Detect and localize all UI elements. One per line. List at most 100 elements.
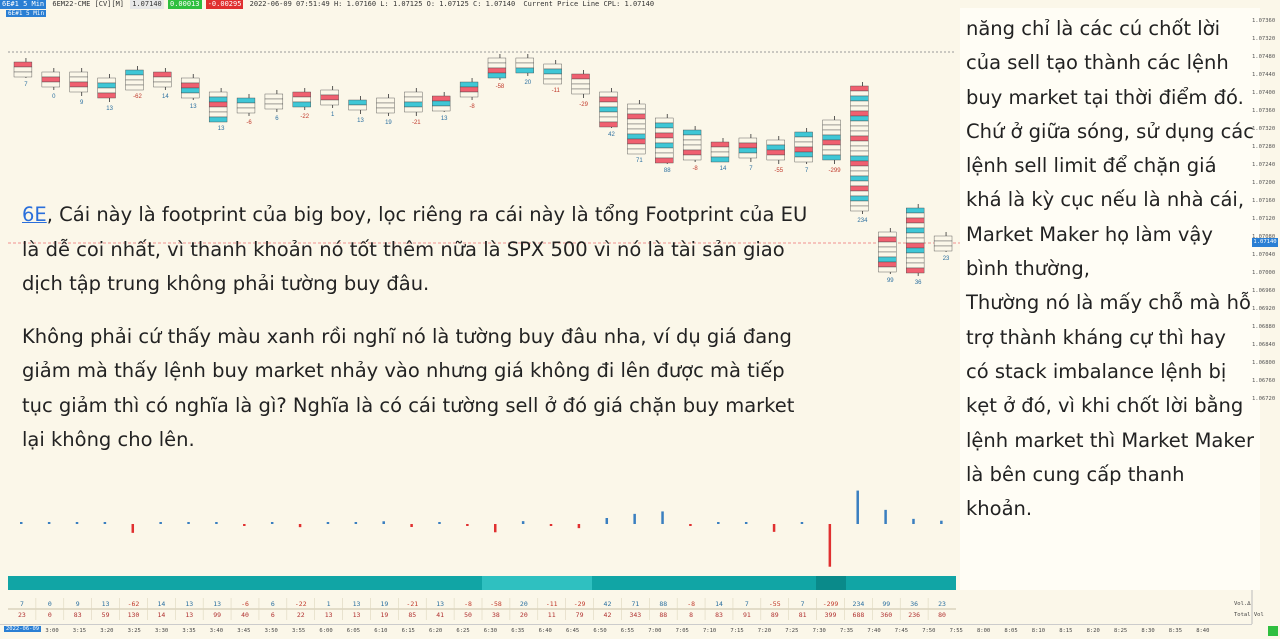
footprint-candle[interactable]: 7 bbox=[13, 58, 33, 88]
delta-cell: -55 bbox=[769, 600, 781, 608]
footprint-candle[interactable]: 1 bbox=[320, 86, 339, 118]
footprint-candle[interactable]: 99 bbox=[878, 228, 897, 284]
time-axis-tick: 3:50 bbox=[264, 628, 278, 634]
price-axis-tick: 1.06720 bbox=[1252, 396, 1276, 402]
footprint-candle[interactable]: 234 bbox=[850, 82, 869, 224]
candle-delta-label: 1 bbox=[331, 112, 335, 118]
total-vol-cell: 41 bbox=[436, 611, 444, 619]
symbol-tag[interactable]: 6E#1 5 Min bbox=[0, 0, 47, 9]
price-axis-tick: 1.06800 bbox=[1252, 360, 1276, 366]
footprint-candle[interactable]: 13 bbox=[432, 92, 451, 122]
footprint-candle[interactable]: 0 bbox=[41, 68, 60, 100]
candle-delta-label: -55 bbox=[774, 168, 783, 174]
chart-info-bar: 6E#1 5 Min 6EM22-CME [CV][M] 1.07140 0.0… bbox=[0, 0, 960, 18]
time-axis-tick: 6:00 bbox=[319, 628, 333, 634]
candle-delta-label: 7 bbox=[24, 82, 28, 88]
delta-bar bbox=[354, 522, 358, 524]
delta-cell: 13 bbox=[102, 600, 110, 608]
delta-heat-segment bbox=[482, 576, 592, 590]
total-vol-cell: 688 bbox=[853, 611, 865, 619]
footprint-candle[interactable]: 7 bbox=[794, 128, 813, 174]
price-axis-tick: 1.06920 bbox=[1252, 306, 1276, 312]
total-vol-cell: 8 bbox=[689, 611, 693, 619]
footprint-candle[interactable]: 14 bbox=[710, 138, 730, 172]
price-axis-tick: 1.07000 bbox=[1252, 270, 1276, 276]
footprint-candle[interactable]: 19 bbox=[376, 94, 395, 126]
candle-delta-label: 13 bbox=[190, 104, 197, 110]
delta-bar bbox=[772, 524, 776, 532]
footprint-candle[interactable]: 6 bbox=[264, 90, 284, 122]
footprint-candle[interactable]: 88 bbox=[655, 114, 674, 174]
footprint-candle[interactable]: 71 bbox=[627, 100, 646, 164]
footprint-candle[interactable]: -6 bbox=[236, 94, 256, 126]
candle-delta-label: 13 bbox=[218, 126, 225, 132]
time-axis-tick: 7:20 bbox=[757, 628, 772, 634]
footprint-candle[interactable]: 9 bbox=[69, 68, 88, 106]
candle-delta-label: 14 bbox=[720, 166, 727, 172]
time-axis-tick: 8:00 bbox=[977, 628, 991, 634]
delta-cell: 19 bbox=[380, 600, 388, 608]
total-vol-cell: 50 bbox=[464, 611, 472, 619]
time-axis-tick: 8:25 bbox=[1114, 628, 1128, 634]
delta-bar bbox=[103, 522, 107, 524]
delta-bar bbox=[940, 520, 943, 524]
price-axis[interactable]: 1.07360 1.07320 1.07480 1.07440 1.07400 1.073… bbox=[1252, 18, 1280, 618]
delta-cell: 36 bbox=[910, 600, 918, 608]
footprint-candle[interactable]: -11 bbox=[543, 60, 562, 94]
time-axis-tick: 6:45 bbox=[566, 628, 580, 634]
annotation-left-p1: 6E, Cái này là footprint của big boy, lọ… bbox=[22, 198, 812, 302]
total-vol-cell: 89 bbox=[771, 611, 779, 619]
footprint-candle[interactable]: -8 bbox=[459, 78, 479, 110]
delta-cell: 88 bbox=[659, 600, 667, 608]
delta-cell: -21 bbox=[406, 600, 418, 608]
delta-bar bbox=[466, 524, 469, 526]
time-axis[interactable]: 2:553:003:153:203:253:303:353:403:453:50… bbox=[0, 624, 1252, 639]
footprint-candle[interactable]: 13 bbox=[348, 96, 367, 124]
footprint-candle[interactable]: -22 bbox=[292, 88, 311, 120]
footprint-candle[interactable]: -58 bbox=[487, 54, 507, 90]
delta-bar bbox=[131, 524, 135, 533]
footprint-candle[interactable]: -8 bbox=[682, 126, 702, 172]
current-price-tag: 1.07140 bbox=[1252, 238, 1278, 247]
total-vol-cell: 22 bbox=[297, 611, 305, 619]
total-vol-cell: 99 bbox=[213, 611, 221, 619]
candle-delta-label: 13 bbox=[441, 116, 448, 122]
total-vol-cell: 80 bbox=[938, 611, 946, 619]
delta-bar bbox=[187, 522, 190, 524]
delta-cell: 7 bbox=[801, 600, 805, 608]
candle-delta-label: -21 bbox=[412, 120, 421, 126]
delta-bar bbox=[549, 524, 553, 526]
footprint-candle[interactable]: 13 bbox=[208, 88, 228, 132]
chart-subtitle: 6E#1 5 Min bbox=[6, 10, 47, 17]
price-axis-tick: 1.07360 bbox=[1252, 108, 1276, 114]
candle-delta-label: -299 bbox=[829, 168, 842, 174]
total-vol-cell: 59 bbox=[102, 611, 110, 619]
footprint-candle[interactable]: 7 bbox=[738, 134, 758, 172]
delta-heat-bar bbox=[8, 576, 956, 590]
time-axis-tick: 6:05 bbox=[346, 628, 361, 634]
footprint-candle[interactable]: 42 bbox=[599, 88, 618, 138]
delta-bar bbox=[828, 524, 832, 567]
price-axis-tick: 1.07120 bbox=[1252, 216, 1276, 222]
price-axis-tick: 1.07320 bbox=[1252, 126, 1276, 132]
candle-delta-label: -62 bbox=[133, 94, 142, 100]
delta-bar bbox=[270, 522, 274, 524]
instrument-link[interactable]: 6E bbox=[22, 203, 47, 226]
footprint-candle[interactable]: -21 bbox=[404, 88, 423, 126]
footprint-candle[interactable]: 23 bbox=[933, 232, 953, 262]
footprint-candle[interactable]: -29 bbox=[571, 70, 590, 108]
footprint-candle[interactable]: -299 bbox=[822, 116, 842, 174]
footprint-candle[interactable]: -62 bbox=[125, 66, 144, 100]
delta-cell: -11 bbox=[546, 600, 558, 608]
footprint-candle[interactable]: -55 bbox=[766, 136, 785, 174]
footprint-candle[interactable]: 13 bbox=[97, 74, 116, 112]
footprint-candle[interactable]: 14 bbox=[153, 68, 172, 100]
time-axis-tick: 3:55 bbox=[292, 628, 306, 634]
delta-cell: 71 bbox=[631, 600, 639, 608]
time-axis-tick: 6:20 bbox=[429, 628, 443, 634]
footprint-candle[interactable]: 13 bbox=[181, 74, 200, 110]
total-row-label: Total Vol bbox=[1234, 612, 1264, 618]
footprint-candle[interactable]: 36 bbox=[906, 204, 925, 286]
footprint-candle[interactable]: 20 bbox=[515, 54, 534, 86]
